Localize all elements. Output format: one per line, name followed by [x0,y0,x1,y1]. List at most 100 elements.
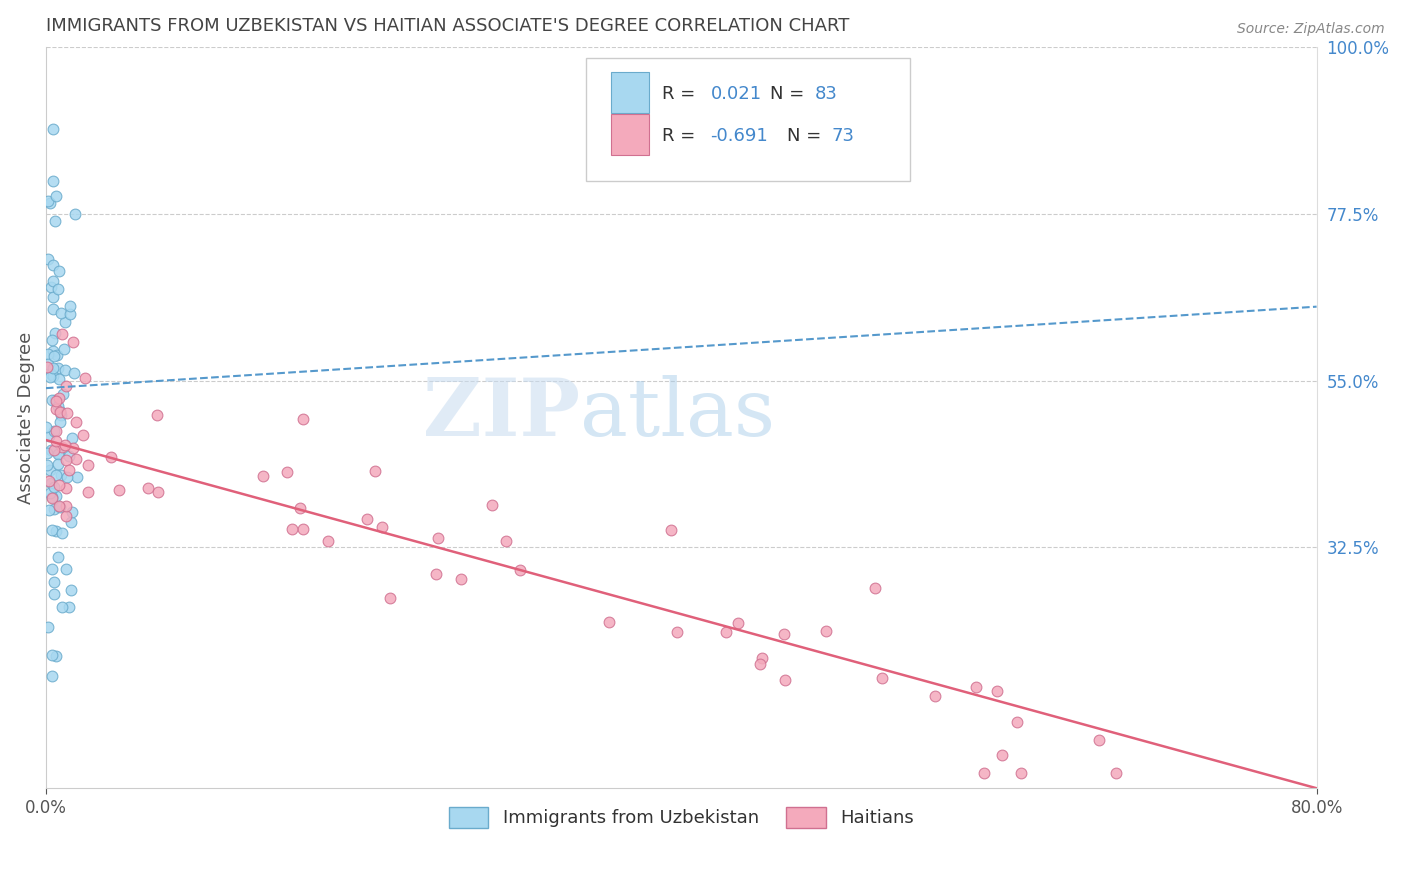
Point [55,379,77,393]
Point [42,501,65,516]
Point [46,550,69,565]
Point [45,434,67,449]
Point [39,367,62,381]
Point [51,440,73,454]
Point [41,280,63,294]
Point [924,689,946,703]
Point [41,524,63,538]
Point [41,274,63,288]
Text: 73: 73 [831,128,855,145]
Point [52,387,75,401]
Point [973,766,995,780]
Point [39,370,62,384]
Point [60,583,83,598]
Point [56,406,79,420]
Point [41,392,63,407]
Point [252,469,274,483]
Point [38,503,60,517]
Point [59,299,82,313]
Point [55,508,77,523]
Point [42,361,65,376]
Point [77,458,100,472]
Text: atlas: atlas [579,376,775,453]
Point [727,615,749,630]
Point [136,481,159,495]
Point [49,468,72,483]
Point [814,624,837,639]
Point [1010,766,1032,780]
Point [52,342,75,356]
Point [773,627,796,641]
Point [1105,766,1128,780]
Point [37,194,59,208]
Point [146,485,169,500]
Point [364,463,387,477]
Point [41,491,63,505]
Point [48,448,70,462]
Point [55,562,77,576]
Point [35,420,58,434]
Point [292,522,315,536]
Point [46,399,69,413]
Point [666,624,689,639]
Text: IMMIGRANTS FROM UZBEKISTAN VS HAITIAN ASSOCIATE'S DEGREE CORRELATION CHART: IMMIGRANTS FROM UZBEKISTAN VS HAITIAN AS… [46,17,849,35]
Point [55,481,77,495]
Point [41,368,63,383]
Point [58,463,80,477]
Point [41,491,63,505]
Point [37,252,59,267]
Point [49,409,72,423]
Point [37,347,59,361]
Point [37,357,59,371]
Point [714,625,737,640]
Point [63,207,86,221]
Point [62,335,84,350]
Point [45,489,67,503]
Text: R =: R = [662,128,702,145]
Point [77,485,100,500]
Point [65,416,87,430]
FancyBboxPatch shape [612,114,650,155]
Legend: Immigrants from Uzbekistan, Haitians: Immigrants from Uzbekistan, Haitians [441,799,921,835]
Point [39,485,62,500]
Point [108,483,131,497]
Point [42,122,65,136]
FancyBboxPatch shape [612,71,650,112]
Point [44,326,66,340]
Point [72,427,94,442]
FancyBboxPatch shape [586,59,910,181]
Point [49,306,72,320]
Text: 83: 83 [814,85,838,103]
Point [290,500,312,515]
Point [38,474,60,488]
Point [49,500,72,514]
Point [42,425,65,439]
Point [45,649,67,664]
Point [66,470,89,484]
Point [42,302,65,317]
Text: Source: ZipAtlas.com: Source: ZipAtlas.com [1237,22,1385,37]
Point [48,499,70,513]
Point [1007,714,1029,729]
Point [495,534,517,549]
Point [45,189,67,203]
Point [58,307,80,321]
Point [39,195,62,210]
Point [42,587,65,601]
Point [39,442,62,457]
Point [60,431,83,445]
Point [73,371,96,385]
Text: N =: N = [770,85,810,103]
Point [1088,733,1111,747]
Point [481,498,503,512]
Point [35,458,58,472]
Point [42,259,65,273]
Point [44,481,66,495]
Point [46,447,69,461]
Point [44,349,66,363]
Point [48,372,70,386]
Point [659,523,682,537]
Point [863,581,886,595]
Point [65,452,87,467]
Point [45,467,67,482]
